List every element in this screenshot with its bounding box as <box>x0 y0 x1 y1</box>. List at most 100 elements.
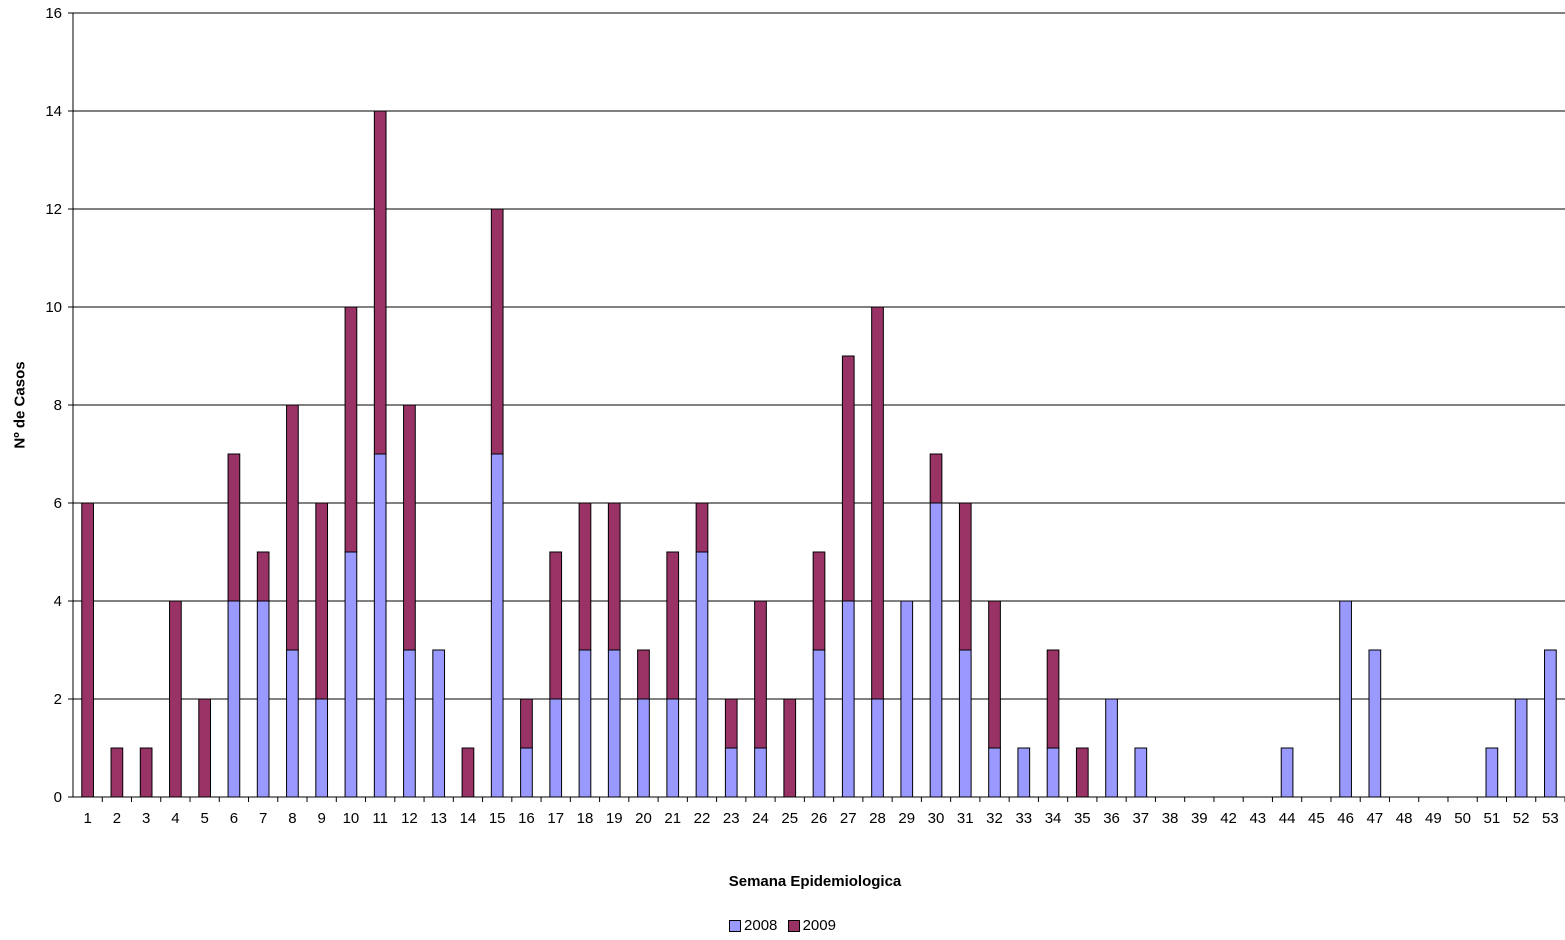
x-tick-label-47: 47 <box>1366 810 1383 827</box>
bar-2008-week-21 <box>666 698 680 798</box>
bar-2008-week-53 <box>1544 649 1557 798</box>
bar-2008-week-15 <box>490 453 504 798</box>
x-tick-label-31: 31 <box>957 810 974 827</box>
bar-2008-week-29 <box>900 600 914 798</box>
bar-2009-week-5 <box>198 698 211 798</box>
bar-2009-week-14 <box>461 747 475 798</box>
x-tick-label-13: 13 <box>430 810 447 827</box>
bar-2009-week-26 <box>812 551 826 651</box>
bar-2009-week-1 <box>81 502 94 798</box>
bar-2008-week-27 <box>841 600 855 798</box>
x-tick-label-2: 2 <box>113 810 121 827</box>
y-tick-label-16: 16 <box>45 5 62 22</box>
bar-2008-week-11 <box>373 453 387 798</box>
x-tick-label-15: 15 <box>489 810 506 827</box>
x-tick-label-10: 10 <box>343 810 360 827</box>
bar-2008-week-19 <box>607 649 621 798</box>
bar-2008-week-37 <box>1134 747 1148 798</box>
legend-swatch-2009 <box>787 919 800 932</box>
x-tick-label-52: 52 <box>1513 810 1530 827</box>
bar-2008-week-20 <box>637 698 650 798</box>
x-tick-label-33: 33 <box>1015 810 1032 827</box>
legend-label-2008: 2008 <box>744 917 778 934</box>
x-tick-label-1: 1 <box>83 810 91 827</box>
x-tick-label-28: 28 <box>869 810 886 827</box>
y-tick-label-8: 8 <box>54 397 62 414</box>
x-tick-label-6: 6 <box>230 810 238 827</box>
y-tick-label-12: 12 <box>45 201 62 218</box>
x-axis-label: Semana Epidemiologica <box>728 873 902 890</box>
x-tick-label-39: 39 <box>1191 810 1208 827</box>
x-tick-label-45: 45 <box>1308 810 1325 827</box>
bar-2009-week-12 <box>403 404 416 651</box>
x-tick-label-4: 4 <box>171 810 179 827</box>
bar-2009-week-32 <box>988 600 1001 749</box>
x-tick-label-27: 27 <box>840 810 857 827</box>
bar-2009-week-2 <box>110 747 124 798</box>
bar-2009-week-9 <box>315 502 329 700</box>
bar-2008-week-26 <box>812 649 826 798</box>
y-tick-label-14: 14 <box>45 103 62 120</box>
legend: 2008 2009 <box>0 917 1565 936</box>
bar-2008-week-52 <box>1514 698 1528 798</box>
bar-2009-week-27 <box>841 355 855 602</box>
bar-2009-week-18 <box>578 502 592 651</box>
bar-2008-week-44 <box>1280 747 1294 798</box>
x-tick-label-23: 23 <box>723 810 740 827</box>
bar-2008-week-12 <box>403 649 416 798</box>
bar-2008-week-18 <box>578 649 592 798</box>
x-tick-label-42: 42 <box>1220 810 1237 827</box>
x-tick-label-14: 14 <box>460 810 477 827</box>
x-tick-label-8: 8 <box>288 810 296 827</box>
bar-2008-week-16 <box>520 747 533 798</box>
x-tick-label-22: 22 <box>694 810 711 827</box>
bar-2008-week-31 <box>958 649 972 798</box>
x-tick-label-49: 49 <box>1425 810 1442 827</box>
bar-2009-week-19 <box>607 502 621 651</box>
bar-2009-week-31 <box>958 502 972 651</box>
x-tick-label-34: 34 <box>1045 810 1062 827</box>
bar-2008-week-28 <box>871 698 884 798</box>
bar-2009-week-17 <box>549 551 563 700</box>
x-tick-label-16: 16 <box>518 810 535 827</box>
y-tick-label-4: 4 <box>54 593 62 610</box>
x-tick-label-44: 44 <box>1279 810 1296 827</box>
bar-2009-week-15 <box>490 208 504 455</box>
bar-2009-week-7 <box>256 551 270 602</box>
x-tick-label-25: 25 <box>781 810 798 827</box>
x-tick-label-24: 24 <box>752 810 769 827</box>
y-tick-label-6: 6 <box>54 495 62 512</box>
legend-swatch-2008 <box>729 919 742 932</box>
bar-2009-week-3 <box>139 747 153 798</box>
x-tick-label-9: 9 <box>317 810 325 827</box>
x-tick-label-53: 53 <box>1542 810 1559 827</box>
x-tick-label-11: 11 <box>372 810 388 827</box>
bar-2008-week-36 <box>1105 698 1118 798</box>
bar-2008-week-8 <box>286 649 299 798</box>
x-tick-label-35: 35 <box>1074 810 1091 827</box>
legend-label-2009: 2009 <box>802 917 836 934</box>
bar-2008-week-22 <box>695 551 709 798</box>
legend-item-2009: 2009 <box>787 917 836 934</box>
bar-2009-week-6 <box>227 453 241 602</box>
bar-2008-week-51 <box>1485 747 1499 798</box>
x-tick-label-5: 5 <box>200 810 208 827</box>
bar-2009-week-21 <box>666 551 680 700</box>
bar-2009-week-11 <box>373 110 387 455</box>
x-tick-label-7: 7 <box>259 810 267 827</box>
bar-2008-week-7 <box>256 600 270 798</box>
bar-2009-week-20 <box>637 649 650 700</box>
x-tick-label-18: 18 <box>577 810 594 827</box>
bar-2008-week-47 <box>1368 649 1382 798</box>
x-tick-label-37: 37 <box>1132 810 1149 827</box>
x-tick-label-19: 19 <box>606 810 623 827</box>
bar-2009-week-22 <box>695 502 709 553</box>
bar-2009-week-30 <box>929 453 943 504</box>
x-tick-label-20: 20 <box>635 810 652 827</box>
bar-2008-week-30 <box>929 502 943 798</box>
x-tick-label-30: 30 <box>928 810 945 827</box>
bar-2008-week-6 <box>227 600 241 798</box>
x-tick-label-29: 29 <box>898 810 915 827</box>
